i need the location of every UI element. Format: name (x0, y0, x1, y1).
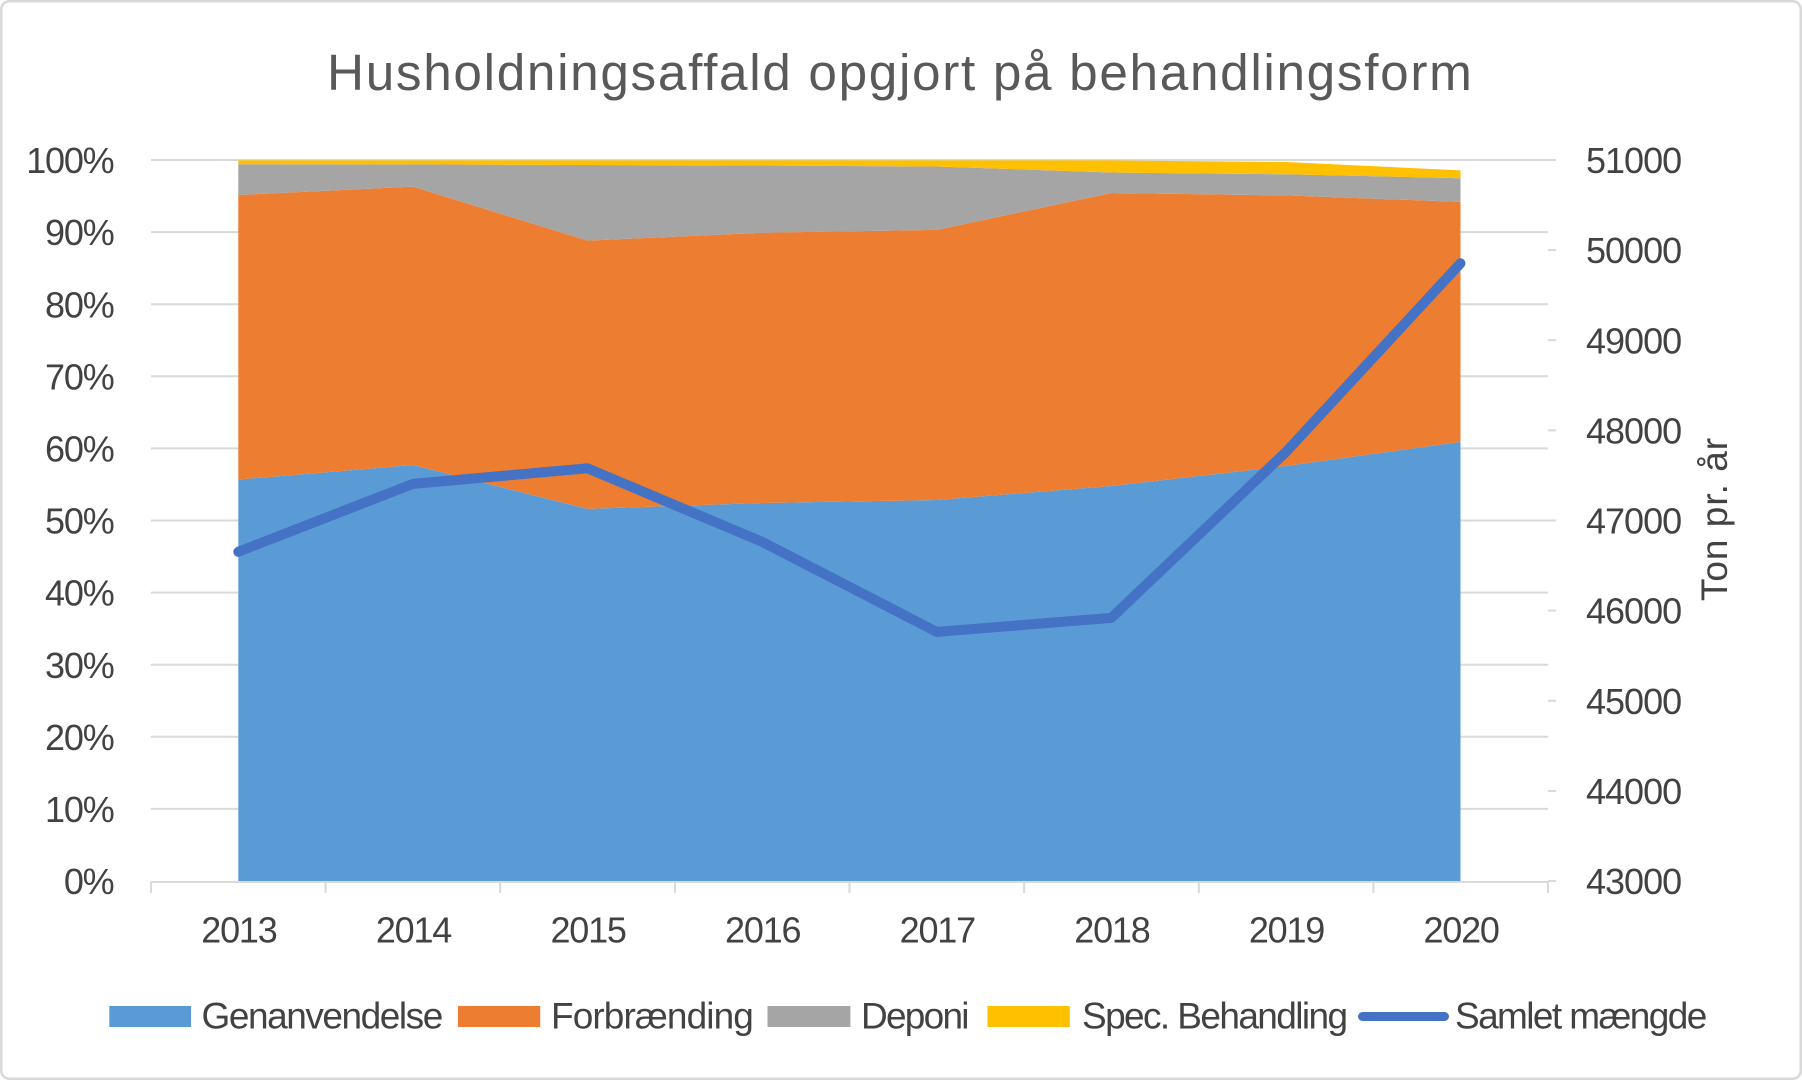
svg-text:43000: 43000 (1586, 861, 1681, 902)
svg-text:2015: 2015 (550, 910, 625, 951)
svg-text:80%: 80% (45, 284, 114, 325)
svg-text:2013: 2013 (201, 910, 276, 951)
svg-text:60%: 60% (45, 429, 114, 470)
svg-text:Husholdningsaffald opgjort på: Husholdningsaffald opgjort på behandling… (327, 44, 1473, 101)
svg-text:Spec. Behandling: Spec. Behandling (1082, 996, 1346, 1037)
svg-text:50000: 50000 (1586, 230, 1681, 271)
svg-text:2014: 2014 (376, 910, 451, 951)
svg-text:2017: 2017 (900, 910, 975, 951)
svg-text:Forbrænding: Forbrænding (551, 996, 753, 1037)
svg-text:2020: 2020 (1423, 910, 1498, 951)
svg-text:10%: 10% (45, 789, 114, 830)
svg-text:44000: 44000 (1586, 771, 1681, 812)
svg-text:20%: 20% (45, 717, 114, 758)
svg-text:Ton pr. år: Ton pr. år (1694, 437, 1735, 601)
svg-text:51000: 51000 (1586, 140, 1681, 181)
svg-text:47000: 47000 (1586, 501, 1681, 542)
svg-text:46000: 46000 (1586, 591, 1681, 632)
svg-text:70%: 70% (45, 356, 114, 397)
svg-text:Genanvendelse: Genanvendelse (202, 996, 442, 1037)
svg-text:49000: 49000 (1586, 320, 1681, 361)
svg-text:40%: 40% (45, 573, 114, 614)
svg-text:50%: 50% (45, 501, 114, 542)
svg-text:90%: 90% (45, 212, 114, 253)
svg-text:Deponi: Deponi (861, 996, 968, 1037)
svg-text:48000: 48000 (1586, 411, 1681, 452)
svg-text:Samlet mængde: Samlet mængde (1455, 996, 1706, 1037)
svg-text:45000: 45000 (1586, 681, 1681, 722)
svg-text:30%: 30% (45, 645, 114, 686)
svg-text:100%: 100% (26, 140, 113, 181)
svg-text:2018: 2018 (1074, 910, 1149, 951)
svg-text:0%: 0% (64, 861, 114, 902)
svg-text:2016: 2016 (725, 910, 800, 951)
svg-text:2019: 2019 (1249, 910, 1324, 951)
